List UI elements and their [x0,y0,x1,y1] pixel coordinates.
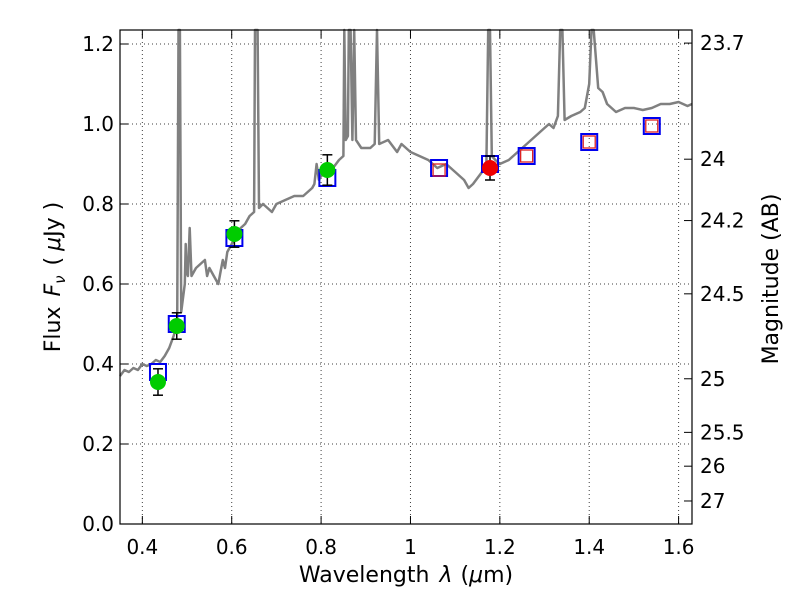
spectrum-layer [119,28,693,377]
x-tick-label: 1.4 [573,535,605,559]
y2-tick-label: 24.2 [700,209,745,233]
y2-axis-label: Magnitude (AB) [759,194,784,365]
y2-tick-label: 23.7 [700,31,745,55]
y-tick-labels: 0.0 0.2 0.4 0.6 0.8 1.0 1.2 [82,32,114,536]
y-tick-label: 0.6 [82,272,114,296]
model-nir-square [645,119,659,133]
y-tick-label: 0.8 [82,192,114,216]
model-photometry-square [517,147,536,165]
x-tick-label: 1.2 [484,535,516,559]
y2-tick-label: 24.5 [700,282,745,306]
y2-tick-label: 25.5 [700,420,745,444]
observed-nir-point [482,160,499,176]
model-nir-square [520,149,534,163]
y-tick-label: 0.0 [82,512,114,536]
x-tick-label: 0.6 [216,535,248,559]
observed-optical-point [149,374,166,390]
observed-optical-point [226,226,243,242]
observed-optical-point [319,162,336,178]
y-tick-label: 1.2 [82,32,114,56]
model-spectrum-line [119,28,693,377]
y2-tick-label: 26 [700,454,725,478]
model-photometry-square [580,133,599,151]
y2-tick-label: 24 [700,147,725,171]
y2-tick-labels: 23.7 24 24.2 24.5 25 25.5 26 27 [700,31,745,513]
plot-frame [119,29,693,525]
observed-optical-point [168,318,185,334]
y2-tick-label: 27 [700,489,725,513]
model-photometry-square [642,117,661,135]
y-tick-label: 0.2 [82,432,114,456]
x-tick-label: 1 [404,535,417,559]
x-tick-label: 0.4 [126,535,158,559]
model-nir-square [582,135,596,149]
y-tick-label: 1.0 [82,112,114,136]
data-points [148,117,661,396]
x-tick-label: 1.6 [663,535,695,559]
x-tick-labels: 0.4 0.6 0.8 1 1.2 1.4 1.6 [126,535,694,559]
x-tick-label: 0.8 [305,535,337,559]
y-axis-label: FluxFν(μJy ) [41,202,69,352]
axis-ticks [120,30,692,525]
x-axis-label: Wavelength λ (μm) [299,563,513,588]
model-nir-square [432,163,446,177]
y2-tick-label: 25 [700,367,725,391]
y-tick-label: 0.4 [82,352,114,376]
